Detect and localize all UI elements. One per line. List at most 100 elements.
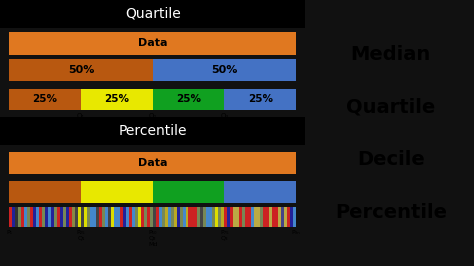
Text: P₅₀
Q₂
Md: P₅₀ Q₂ Md [148,230,157,247]
FancyBboxPatch shape [185,207,189,227]
FancyBboxPatch shape [242,207,246,227]
Text: P₇₅
Q₃: P₇₅ Q₃ [220,230,228,241]
FancyBboxPatch shape [126,207,129,227]
FancyBboxPatch shape [93,207,96,227]
FancyBboxPatch shape [114,207,117,227]
FancyBboxPatch shape [233,207,237,227]
FancyBboxPatch shape [30,207,33,227]
Text: Percentile: Percentile [335,203,447,222]
Text: 25%: 25% [33,94,57,105]
FancyBboxPatch shape [81,89,153,110]
FancyBboxPatch shape [87,207,90,227]
FancyBboxPatch shape [189,207,192,227]
FancyBboxPatch shape [153,89,224,110]
FancyBboxPatch shape [182,207,186,227]
Text: 50%: 50% [68,65,94,75]
FancyBboxPatch shape [102,207,105,227]
FancyBboxPatch shape [33,207,36,227]
Text: 25%: 25% [176,94,201,105]
FancyBboxPatch shape [0,0,305,28]
FancyBboxPatch shape [9,59,153,81]
Text: Data: Data [138,158,167,168]
FancyBboxPatch shape [81,207,84,227]
FancyBboxPatch shape [228,207,231,227]
FancyBboxPatch shape [272,207,275,227]
FancyBboxPatch shape [39,207,42,227]
Text: Data: Data [138,38,167,48]
FancyBboxPatch shape [275,207,278,227]
FancyBboxPatch shape [9,181,81,203]
FancyBboxPatch shape [201,207,204,227]
Text: Decile: Decile [357,150,425,169]
FancyBboxPatch shape [9,207,12,227]
FancyBboxPatch shape [230,207,234,227]
FancyBboxPatch shape [129,207,132,227]
FancyBboxPatch shape [132,207,135,227]
FancyBboxPatch shape [212,207,216,227]
Text: Q₂
Md: Q₂ Md [147,113,158,126]
FancyBboxPatch shape [219,207,222,227]
FancyBboxPatch shape [90,207,93,227]
FancyBboxPatch shape [99,207,102,227]
FancyBboxPatch shape [135,207,138,227]
FancyBboxPatch shape [198,207,201,227]
FancyBboxPatch shape [203,207,207,227]
Text: Percentile: Percentile [118,124,187,138]
FancyBboxPatch shape [155,207,159,227]
FancyBboxPatch shape [251,207,255,227]
FancyBboxPatch shape [153,181,224,203]
FancyBboxPatch shape [144,207,147,227]
FancyBboxPatch shape [237,207,240,227]
FancyBboxPatch shape [123,207,126,227]
Text: Median: Median [351,45,431,64]
FancyBboxPatch shape [153,207,156,227]
FancyBboxPatch shape [207,207,210,227]
FancyBboxPatch shape [45,207,48,227]
FancyBboxPatch shape [18,207,21,227]
FancyBboxPatch shape [24,207,27,227]
FancyBboxPatch shape [75,207,78,227]
FancyBboxPatch shape [9,89,81,110]
FancyBboxPatch shape [21,207,24,227]
FancyBboxPatch shape [57,207,60,227]
FancyBboxPatch shape [162,207,165,227]
FancyBboxPatch shape [245,207,248,227]
FancyBboxPatch shape [9,32,296,55]
FancyBboxPatch shape [51,207,55,227]
FancyBboxPatch shape [215,207,219,227]
FancyBboxPatch shape [150,207,153,227]
FancyBboxPatch shape [120,207,123,227]
FancyBboxPatch shape [66,207,69,227]
FancyBboxPatch shape [0,117,305,145]
Text: 25%: 25% [104,94,129,105]
FancyBboxPatch shape [69,207,72,227]
FancyBboxPatch shape [194,207,198,227]
FancyBboxPatch shape [153,59,296,81]
FancyBboxPatch shape [290,207,293,227]
FancyBboxPatch shape [42,207,46,227]
FancyBboxPatch shape [78,207,81,227]
FancyBboxPatch shape [266,207,270,227]
FancyBboxPatch shape [263,207,266,227]
Text: 50%: 50% [211,65,237,75]
Text: Quartile: Quartile [346,98,436,117]
FancyBboxPatch shape [260,207,264,227]
Text: P₂₅
Q₁: P₂₅ Q₁ [77,230,85,241]
FancyBboxPatch shape [224,207,228,227]
FancyBboxPatch shape [60,207,63,227]
FancyBboxPatch shape [173,207,177,227]
FancyBboxPatch shape [293,207,296,227]
FancyBboxPatch shape [224,181,296,203]
FancyBboxPatch shape [36,207,39,227]
FancyBboxPatch shape [221,207,225,227]
FancyBboxPatch shape [81,181,153,203]
FancyBboxPatch shape [48,207,51,227]
Text: 25%: 25% [248,94,273,105]
FancyBboxPatch shape [108,207,111,227]
FancyBboxPatch shape [15,207,18,227]
FancyBboxPatch shape [9,152,296,174]
Text: P₉ₙ: P₉ₙ [292,230,301,235]
FancyBboxPatch shape [111,207,114,227]
FancyBboxPatch shape [239,207,243,227]
FancyBboxPatch shape [168,207,171,227]
